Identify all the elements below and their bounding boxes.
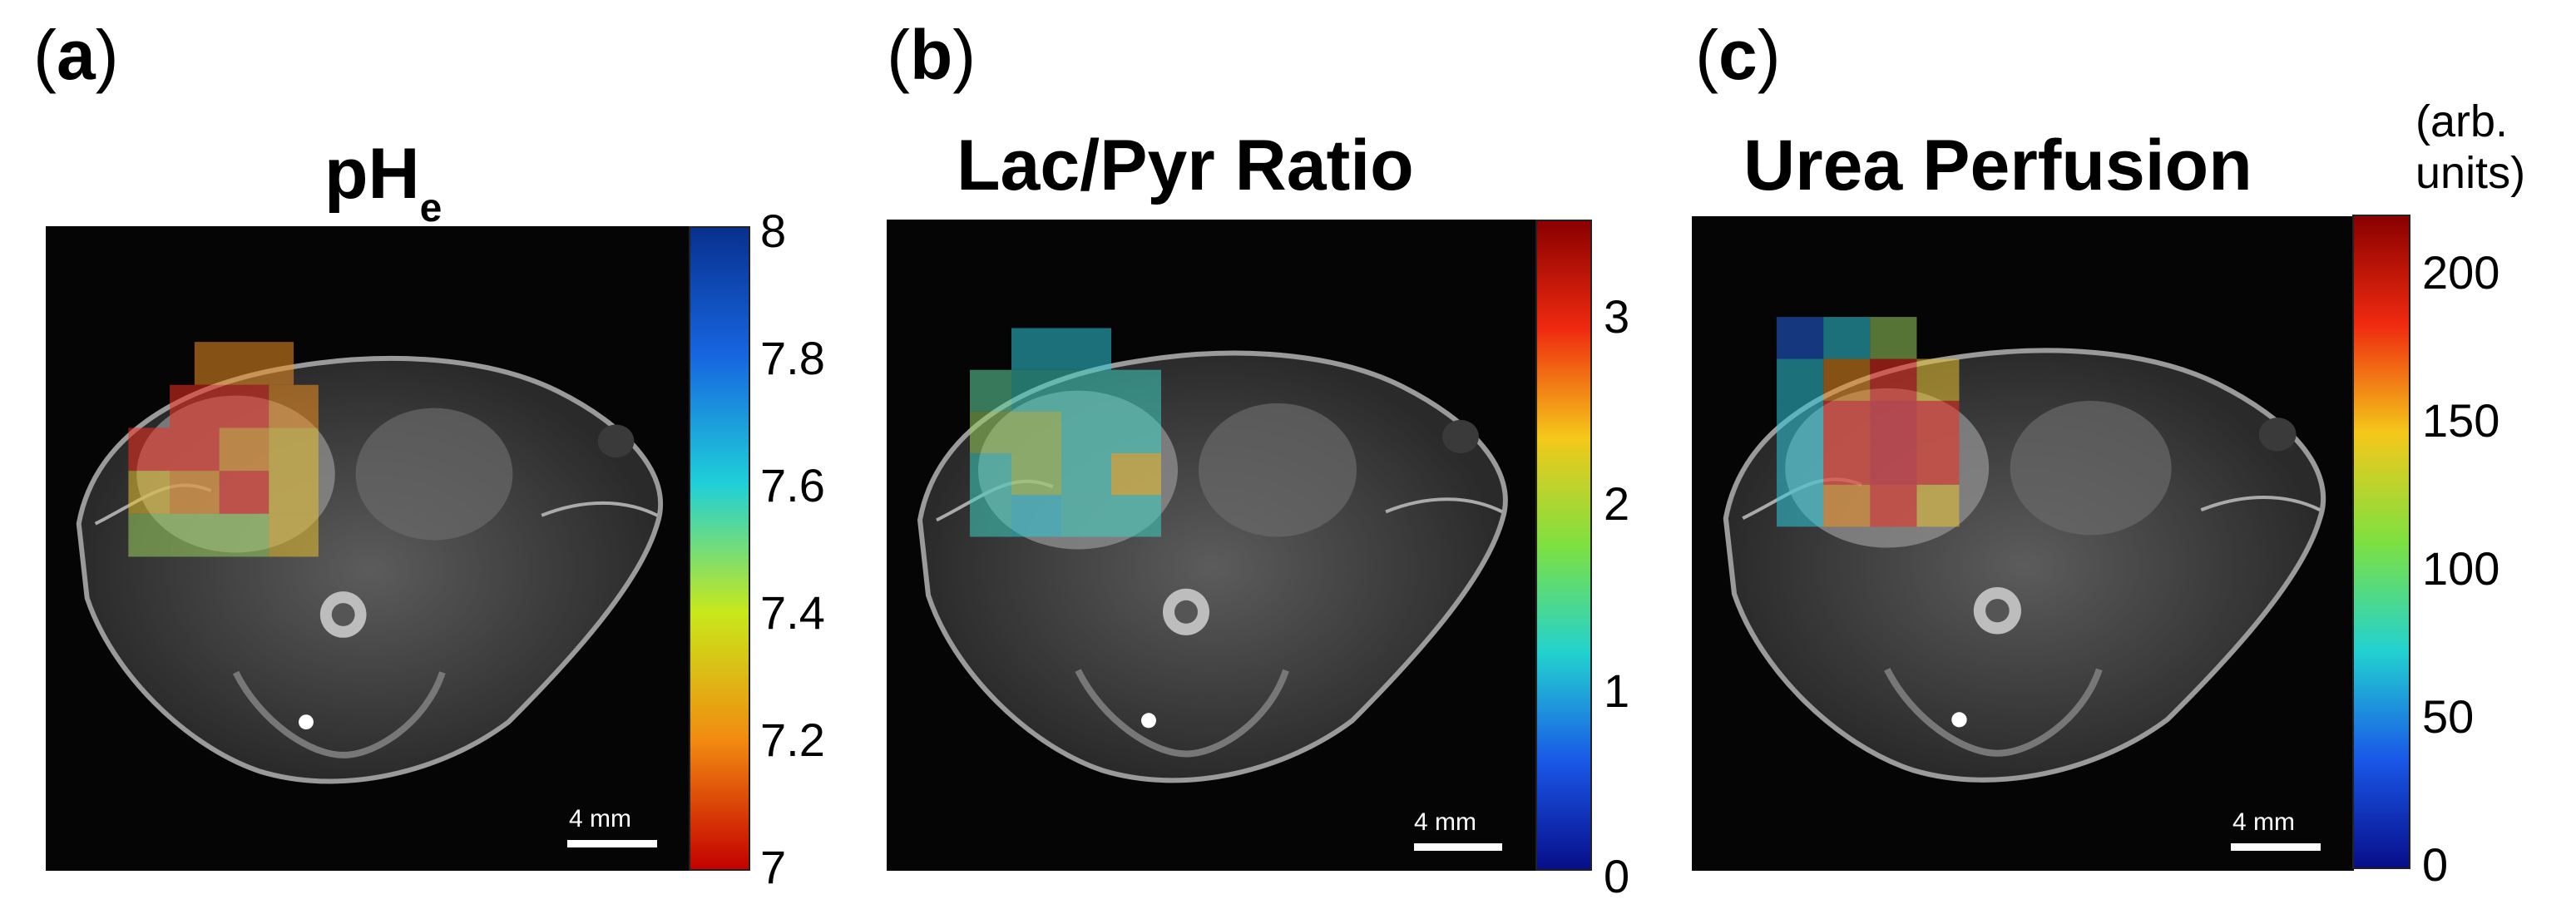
scalebar-b-label: 4 mm bbox=[1414, 808, 1476, 836]
scalebar-c bbox=[2231, 843, 2321, 851]
scalebar-b bbox=[1414, 843, 1502, 851]
scalebar-a bbox=[567, 840, 657, 847]
mri-image-c bbox=[1692, 216, 2354, 871]
colorbar-c-tick: 50 bbox=[2422, 690, 2475, 743]
colorbar-b-tick: 2 bbox=[1604, 477, 1630, 530]
mri-image-b bbox=[887, 220, 1535, 871]
colorbar-c-tick: 0 bbox=[2422, 838, 2449, 891]
scalebar-a-label: 4 mm bbox=[569, 805, 631, 832]
colorbar-a-tick: 7 bbox=[760, 841, 787, 893]
colorbar-c-tick: 100 bbox=[2422, 542, 2500, 595]
colorbar-a bbox=[689, 226, 750, 871]
colorbar-c bbox=[2352, 215, 2410, 869]
colorbar-c-tick: 200 bbox=[2422, 246, 2500, 299]
unit-label-line2: units) bbox=[2415, 148, 2526, 198]
colorbar-a-tick: 7.8 bbox=[760, 332, 825, 384]
colorbar-a-tick: 8 bbox=[760, 205, 787, 257]
colorbar-a-tick: 7.6 bbox=[760, 459, 825, 511]
panel-letter-a: (a) bbox=[33, 16, 119, 94]
panel-a-title: pHe bbox=[324, 134, 443, 230]
colorbar-b bbox=[1535, 220, 1592, 871]
colorbar-c-unit-label: (arb. units) bbox=[2415, 96, 2525, 199]
colorbar-b-tick: 1 bbox=[1604, 665, 1630, 717]
colorbar-c-tick: 150 bbox=[2422, 394, 2500, 447]
colorbar-a-tick: 7.4 bbox=[760, 586, 825, 639]
scalebar-c-label: 4 mm bbox=[2232, 808, 2295, 836]
colorbar-b-tick: 0 bbox=[1604, 850, 1630, 902]
colorbar-b-tick: 3 bbox=[1604, 290, 1630, 343]
panel-c-title: Urea Perfusion bbox=[1743, 126, 2252, 205]
panel-letter-c: (c) bbox=[1695, 16, 1781, 94]
panel-b-title: Lac/Pyr Ratio bbox=[957, 126, 1414, 205]
mri-image-a bbox=[46, 226, 690, 871]
unit-label-line1: (arb. bbox=[2415, 96, 2509, 146]
colorbar-a-tick: 7.2 bbox=[760, 714, 825, 766]
panel-letter-b: (b) bbox=[887, 16, 977, 94]
